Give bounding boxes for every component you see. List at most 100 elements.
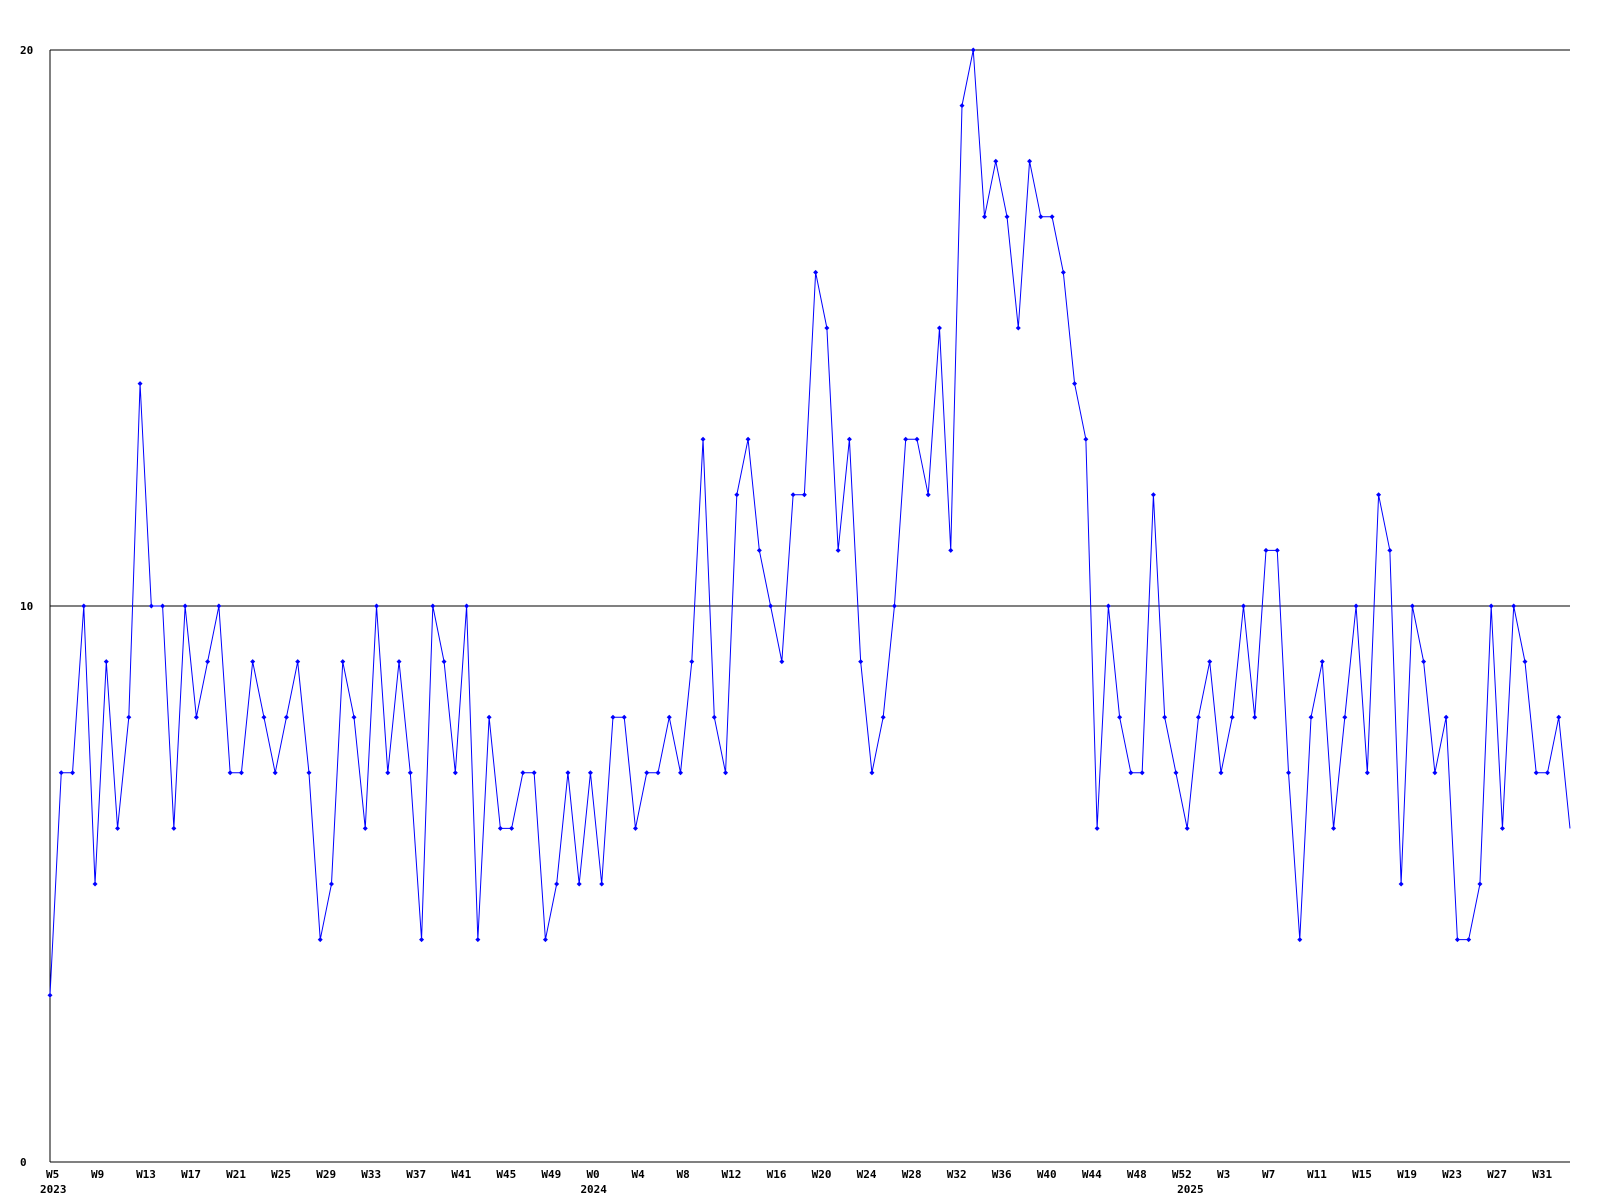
point-marker	[171, 825, 177, 831]
x-tick-label: W44	[1082, 1168, 1102, 1181]
point-marker	[92, 881, 98, 887]
point-marker	[362, 825, 368, 831]
point-marker	[137, 381, 143, 387]
point-marker	[58, 770, 64, 776]
point-marker	[1454, 937, 1460, 943]
point-marker	[779, 659, 785, 665]
x-tick-label: W9	[91, 1168, 104, 1181]
x-tick-label: W52	[1172, 1168, 1192, 1181]
point-marker	[227, 770, 233, 776]
point-marker	[351, 714, 357, 720]
point-marker	[689, 659, 695, 665]
point-marker	[734, 492, 740, 498]
point-marker	[1049, 214, 1055, 220]
year-label: 2025	[1177, 1183, 1204, 1196]
point-marker	[306, 770, 312, 776]
point-marker	[317, 937, 323, 943]
point-marker	[768, 603, 774, 609]
point-marker	[407, 770, 413, 776]
point-marker	[621, 714, 627, 720]
point-marker	[1409, 603, 1415, 609]
point-marker	[1421, 659, 1427, 665]
point-marker	[993, 158, 999, 164]
line	[49, 49, 1571, 996]
point-marker	[1364, 770, 1370, 776]
point-marker	[1060, 269, 1066, 275]
point-marker	[925, 492, 931, 498]
point-marker	[1207, 659, 1213, 665]
point-marker	[914, 436, 920, 442]
point-marker	[1263, 547, 1269, 553]
point-marker	[1308, 714, 1314, 720]
point-marker	[1286, 770, 1292, 776]
point-marker	[666, 714, 672, 720]
point-marker	[441, 659, 447, 665]
point-marker	[1477, 881, 1483, 887]
point-marker	[486, 714, 492, 720]
point-marker	[1083, 436, 1089, 442]
point-marker	[790, 492, 796, 498]
y-tick-label: 0	[20, 1156, 27, 1169]
point-marker	[1015, 325, 1021, 331]
point-marker	[880, 714, 886, 720]
point-marker	[982, 214, 988, 220]
x-tick-label: W41	[451, 1168, 471, 1181]
point-marker	[1387, 547, 1393, 553]
point-marker	[1342, 714, 1348, 720]
point-marker	[1499, 825, 1505, 831]
x-tick-label: W5	[46, 1168, 59, 1181]
point-marker	[1398, 881, 1404, 887]
point-marker	[1004, 214, 1010, 220]
point-marker	[1072, 381, 1078, 387]
x-tick-label: W24	[857, 1168, 877, 1181]
x-tick-label: W20	[812, 1168, 832, 1181]
point-marker	[126, 714, 132, 720]
point-marker	[295, 659, 301, 665]
point-marker	[182, 603, 188, 609]
point-marker	[452, 770, 458, 776]
point-marker	[1184, 825, 1190, 831]
point-marker	[745, 436, 751, 442]
point-marker	[148, 603, 154, 609]
point-marker	[756, 547, 762, 553]
point-marker	[205, 659, 211, 665]
point-marker	[216, 603, 222, 609]
x-tick-label: W25	[271, 1168, 291, 1181]
point-marker	[1432, 770, 1438, 776]
point-marker	[475, 937, 481, 943]
point-marker	[959, 103, 965, 109]
point-marker	[565, 770, 571, 776]
x-tick-label: W8	[677, 1168, 690, 1181]
x-tick-label: W7	[1262, 1168, 1275, 1181]
point-marker	[1443, 714, 1449, 720]
point-marker	[1105, 603, 1111, 609]
point-marker	[328, 881, 334, 887]
x-tick-label: W13	[136, 1168, 156, 1181]
point-marker	[599, 881, 605, 887]
point-marker	[103, 659, 109, 665]
point-marker	[1319, 659, 1325, 665]
point-marker	[846, 436, 852, 442]
x-tick-label: W3	[1217, 1168, 1230, 1181]
point-marker	[1556, 714, 1562, 720]
point-marker	[531, 770, 537, 776]
x-tick-label: W29	[316, 1168, 336, 1181]
point-marker	[283, 714, 289, 720]
point-marker	[1522, 659, 1528, 665]
point-marker	[655, 770, 661, 776]
point-marker	[1173, 770, 1179, 776]
point-marker	[1511, 603, 1517, 609]
x-tick-label: W15	[1352, 1168, 1372, 1181]
point-marker	[644, 770, 650, 776]
point-marker	[700, 436, 706, 442]
x-tick-label: W48	[1127, 1168, 1147, 1181]
point-marker	[430, 603, 436, 609]
point-marker	[587, 770, 593, 776]
point-marker	[542, 937, 548, 943]
point-marker	[497, 825, 503, 831]
point-marker	[261, 714, 267, 720]
point-marker	[47, 992, 53, 998]
point-marker	[1466, 937, 1472, 943]
x-tick-label: W0	[586, 1168, 599, 1181]
